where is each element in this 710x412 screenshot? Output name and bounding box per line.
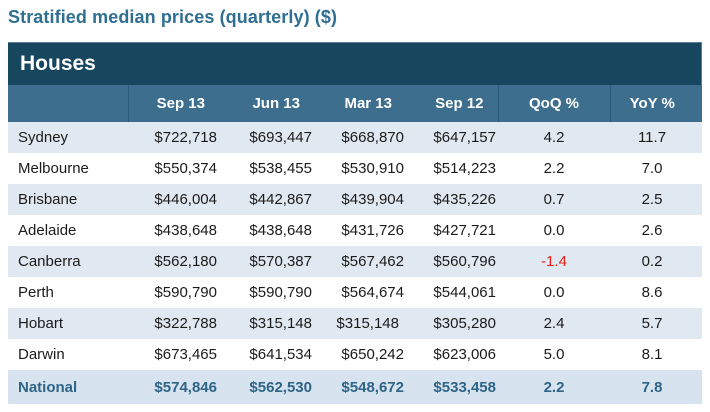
qoq-value: 0.7 <box>543 191 565 208</box>
yoy-value: 2.6 <box>641 222 663 239</box>
yoy-value: 8.6 <box>641 284 663 301</box>
yoy-value: 11.7 <box>637 129 667 146</box>
qoq-value: 0.0 <box>543 284 565 301</box>
price-sep13: $574,846 <box>154 378 217 396</box>
column-header-jun13: Jun 13 <box>219 85 314 122</box>
price-sep12: $305,280 <box>433 315 496 332</box>
qoq-value: 4.2 <box>543 129 565 146</box>
qoq-value: 2.4 <box>543 315 565 332</box>
table-row-canberra: Canberra $562,180 $570,387 $567,462 $560… <box>8 246 702 277</box>
price-mar13: $431,726 <box>341 222 404 239</box>
yoy-value: 2.5 <box>641 191 663 208</box>
price-sep13: $550,374 <box>154 160 217 177</box>
yoy-value: 8.1 <box>641 346 663 363</box>
table-row-melbourne: Melbourne $550,374 $538,455 $530,910 $51… <box>8 153 702 184</box>
yoy-value: 7.8 <box>641 378 663 396</box>
table-row-brisbane: Brisbane $446,004 $442,867 $439,904 $435… <box>8 184 702 215</box>
price-sep13: $438,648 <box>154 222 217 239</box>
price-sep12: $544,061 <box>433 284 496 301</box>
yoy-value: 7.0 <box>641 160 663 177</box>
price-jun13: $315,148 <box>249 315 312 332</box>
price-sep12: $514,223 <box>433 160 496 177</box>
column-header-qoq: QoQ % <box>497 85 610 122</box>
column-header-mar13: Mar 13 <box>314 85 406 122</box>
page-title: Stratified median prices (quarterly) ($) <box>8 7 338 27</box>
yoy-value: 5.7 <box>641 315 663 332</box>
header-row: Sep 13 Jun 13 Mar 13 Sep 12 QoQ % YoY % <box>8 85 702 122</box>
city-label: Adelaide <box>18 222 77 239</box>
price-sep13: $590,790 <box>154 284 217 301</box>
price-sep12: $427,721 <box>433 222 496 239</box>
price-mar13: $668,870 <box>341 129 404 146</box>
price-mar13: $564,674 <box>341 284 404 301</box>
price-sep12: $435,226 <box>433 191 496 208</box>
table-row-adelaide: Adelaide $438,648 $438,648 $431,726 $427… <box>8 215 702 246</box>
table-row-national: National $574,846 $562,530 $548,672 $533… <box>8 370 702 404</box>
price-sep12: $623,006 <box>433 346 496 363</box>
qoq-value: 0.0 <box>543 222 565 239</box>
city-label: Melbourne <box>18 160 89 177</box>
price-jun13: $693,447 <box>249 129 312 146</box>
column-header-city <box>8 85 128 122</box>
city-label: Canberra <box>18 253 81 270</box>
city-label: Hobart <box>18 315 64 332</box>
price-sep13: $673,465 <box>154 346 217 363</box>
price-jun13: $538,455 <box>249 160 312 177</box>
price-sep13: $562,180 <box>154 253 217 270</box>
median-prices-table: Sep 13 Jun 13 Mar 13 Sep 12 QoQ % YoY % … <box>8 85 702 404</box>
price-mar13: $315,148 <box>336 315 399 332</box>
price-sep12: $533,458 <box>433 378 496 396</box>
city-label: National <box>18 378 78 396</box>
price-sep13: $322,788 <box>154 315 217 332</box>
column-header-sep12: Sep 12 <box>406 85 498 122</box>
price-mar13: $439,904 <box>341 191 404 208</box>
yoy-value: 0.2 <box>641 253 663 270</box>
table-title: Houses <box>20 51 96 75</box>
city-label: Sydney <box>18 129 69 146</box>
column-header-yoy: YoY % <box>609 85 702 122</box>
price-jun13: $562,530 <box>249 378 312 396</box>
price-sep13: $722,718 <box>154 129 217 146</box>
table-row-hobart: Hobart $322,788 $315,148 $315,148 $305,2… <box>8 308 702 339</box>
price-mar13: $548,672 <box>341 378 404 396</box>
price-mar13: $567,462 <box>341 253 404 270</box>
price-sep13: $446,004 <box>154 191 217 208</box>
qoq-value-negative: -1.4 <box>541 253 567 270</box>
city-label: Darwin <box>18 346 65 363</box>
column-header-sep13: Sep 13 <box>127 85 219 122</box>
price-jun13: $438,648 <box>249 222 312 239</box>
qoq-value: 2.2 <box>543 160 565 177</box>
price-jun13: $590,790 <box>249 284 312 301</box>
table-title-band: Houses <box>8 42 702 85</box>
price-jun13: $570,387 <box>249 253 312 270</box>
price-sep12: $560,796 <box>433 253 496 270</box>
price-sep12: $647,157 <box>433 129 496 146</box>
table-row-darwin: Darwin $673,465 $641,534 $650,242 $623,0… <box>8 339 702 370</box>
price-mar13: $530,910 <box>341 160 404 177</box>
table-row-perth: Perth $590,790 $590,790 $564,674 $544,06… <box>8 277 702 308</box>
price-jun13: $641,534 <box>249 346 312 363</box>
price-jun13: $442,867 <box>249 191 312 208</box>
city-label: Brisbane <box>18 191 78 208</box>
city-label: Perth <box>18 284 54 301</box>
table-row-sydney: Sydney $722,718 $693,447 $668,870 $647,1… <box>8 122 702 153</box>
price-mar13: $650,242 <box>341 346 404 363</box>
qoq-value: 2.2 <box>543 378 565 396</box>
qoq-value: 5.0 <box>543 346 565 363</box>
houses-price-table: Houses Sep 13 Jun 13 Mar 13 Sep 12 QoQ %… <box>8 42 702 404</box>
